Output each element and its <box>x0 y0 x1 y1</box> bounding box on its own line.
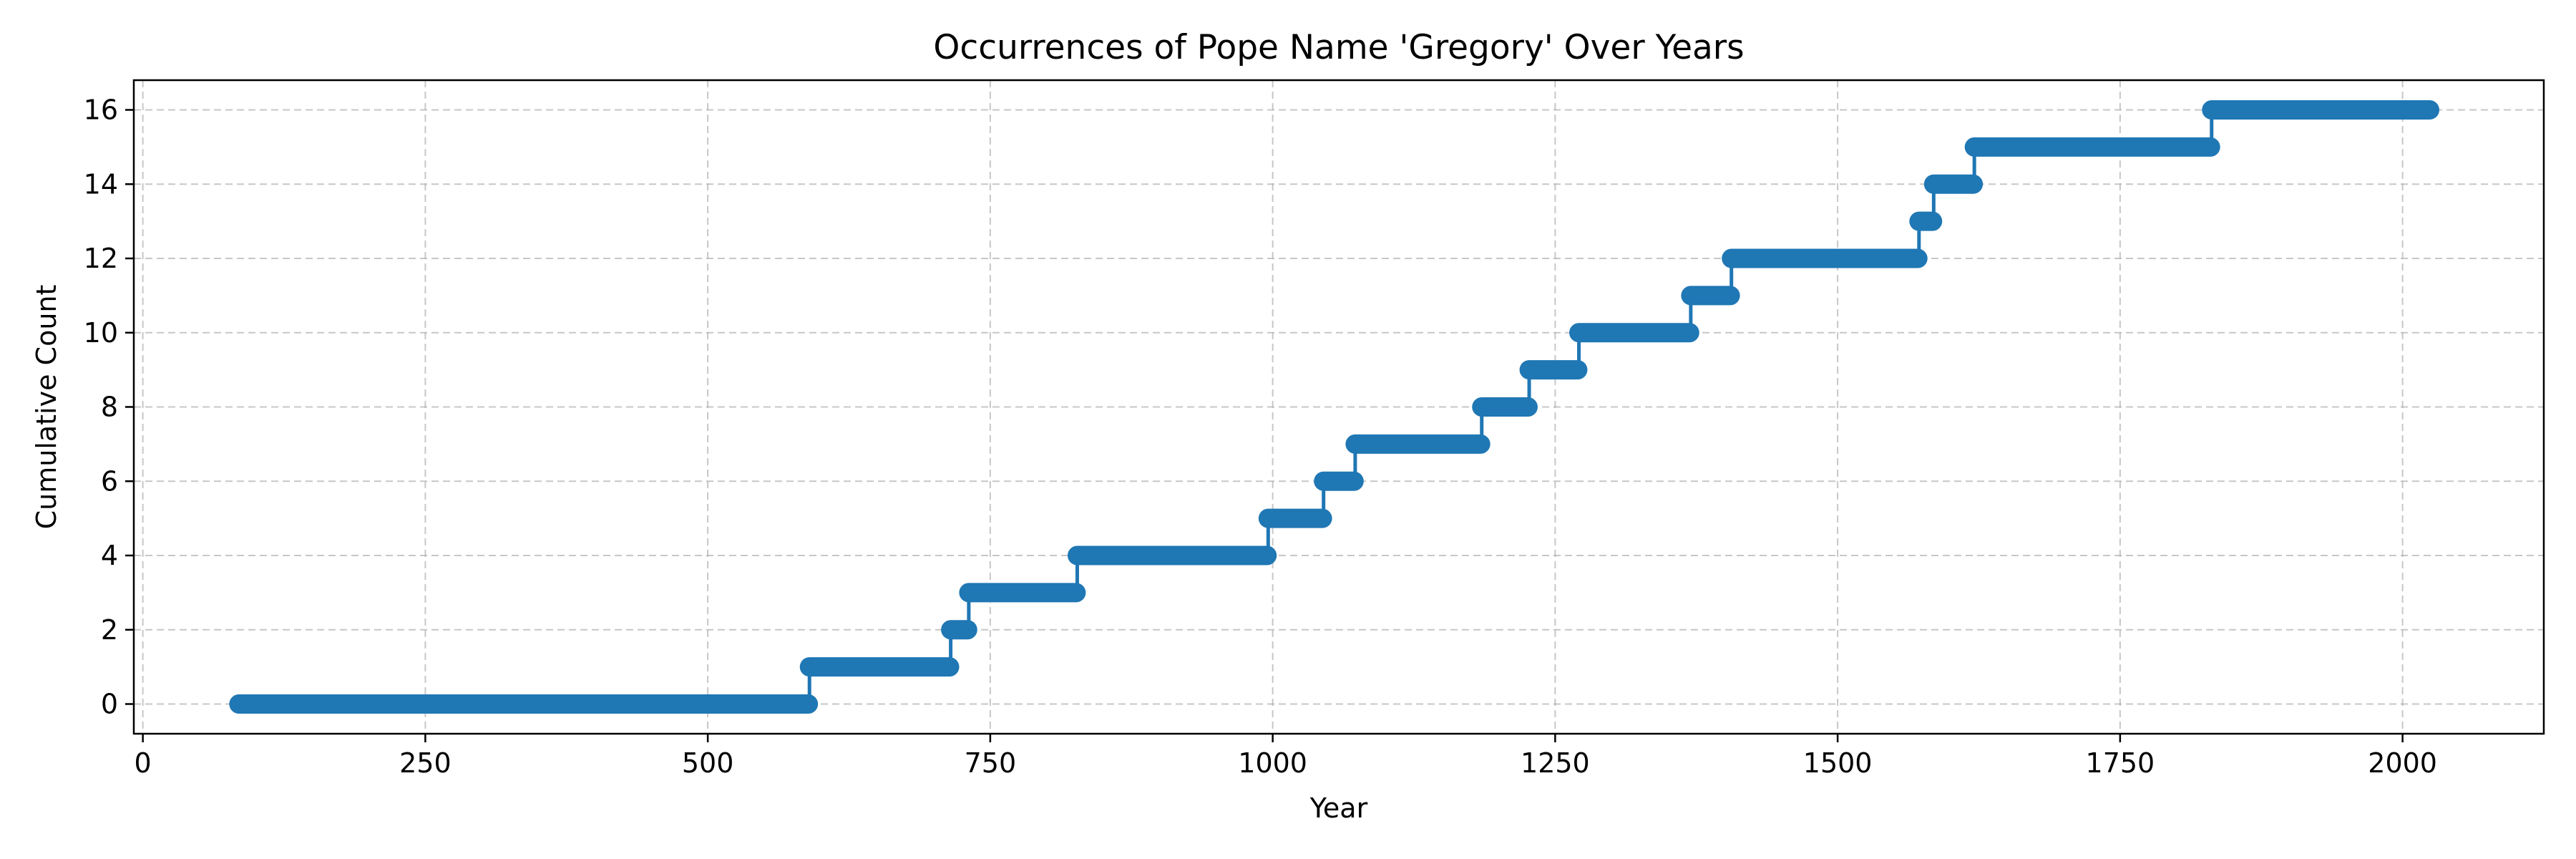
x-axis-label: Year <box>1309 792 1368 824</box>
y-tick-label: 0 <box>101 689 118 720</box>
x-axis-ticks: 0 250 500 750 1000 1250 1500 1750 2000 <box>135 734 2437 779</box>
y-axis-ticks: 0 2 4 6 8 10 12 14 16 <box>84 94 134 720</box>
y-tick-label: 6 <box>101 465 118 497</box>
y-tick-label: 8 <box>101 392 118 423</box>
y-tick-label: 2 <box>101 614 118 646</box>
y-tick-label: 16 <box>84 94 118 126</box>
y-tick-label: 10 <box>84 317 118 349</box>
x-tick-label: 250 <box>399 747 452 779</box>
series-gregory <box>229 100 2440 714</box>
x-tick-label: 2000 <box>2368 747 2437 779</box>
y-tick-label: 12 <box>84 243 118 274</box>
x-tick-label: 1500 <box>1803 747 1873 779</box>
y-tick-label: 14 <box>84 168 118 200</box>
y-tick-label: 4 <box>101 540 118 571</box>
chart-title: Occurrences of Pope Name 'Gregory' Over … <box>933 28 1744 67</box>
x-tick-label: 500 <box>682 747 734 779</box>
x-tick-label: 1250 <box>1521 747 1590 779</box>
x-tick-label: 1750 <box>2086 747 2155 779</box>
x-tick-label: 750 <box>965 747 1017 779</box>
x-tick-label: 0 <box>135 747 152 779</box>
y-axis-label: Cumulative Count <box>31 285 62 530</box>
x-tick-label: 1000 <box>1238 747 1307 779</box>
